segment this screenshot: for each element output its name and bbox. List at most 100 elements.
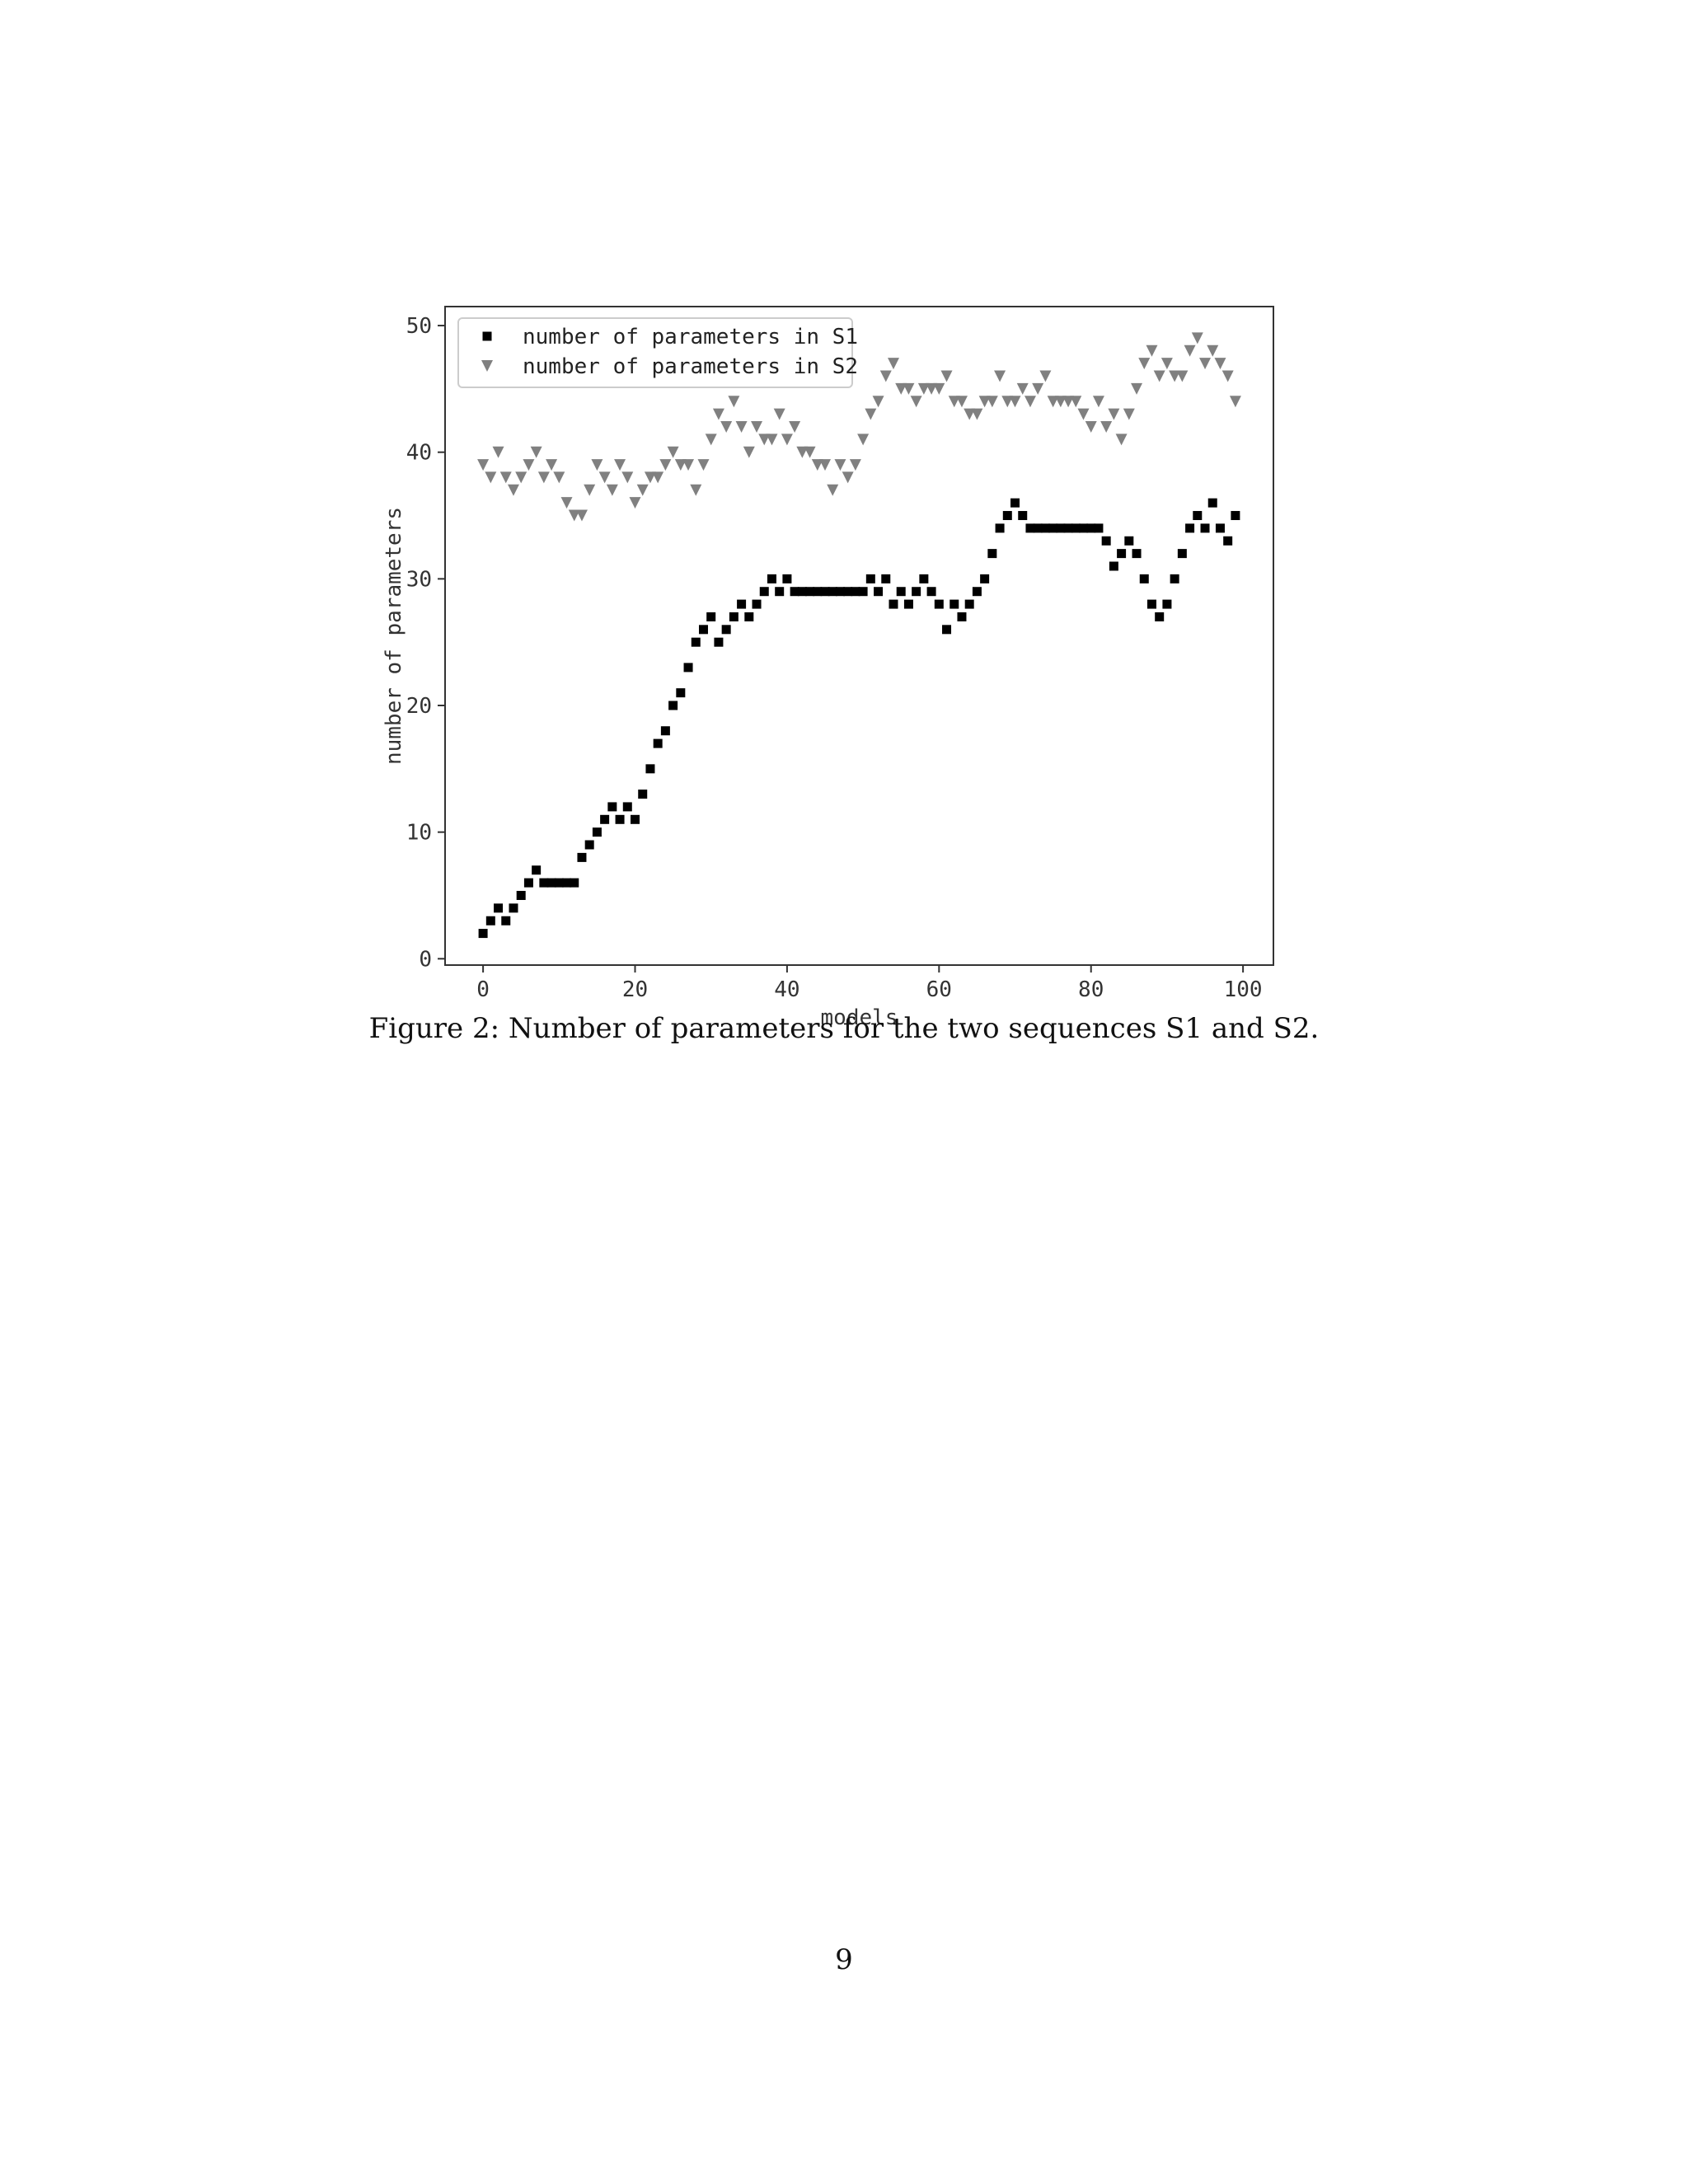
x-tick-label: 100	[1224, 977, 1263, 1002]
data-point-s1	[1033, 523, 1043, 533]
data-point-s2	[1016, 382, 1029, 395]
data-point-s1	[1132, 549, 1142, 559]
data-point-s1	[759, 587, 769, 597]
x-tick-label: 20	[622, 977, 648, 1002]
data-point-s2	[773, 408, 785, 420]
data-point-s1	[494, 903, 504, 913]
data-point-s2	[1062, 396, 1075, 408]
data-point-s2	[842, 471, 854, 484]
data-point-s1	[660, 726, 670, 736]
legend-marker-s1	[482, 331, 492, 341]
data-point-s2	[849, 459, 861, 471]
data-point-s2	[644, 471, 656, 484]
data-point-s1	[631, 814, 640, 824]
data-point-s2	[674, 459, 687, 471]
data-point-s2	[1032, 382, 1044, 395]
data-point-s1	[1231, 511, 1240, 521]
data-point-s2	[1153, 370, 1165, 382]
data-point-s1	[737, 599, 747, 609]
data-point-s2	[1085, 420, 1097, 433]
data-point-s2	[789, 420, 801, 433]
data-point-s1	[1071, 523, 1081, 533]
x-axis: 0 20 40 60 80 100	[476, 965, 1263, 1002]
legend: number of parameters in S1 number of para…	[457, 317, 858, 388]
data-point-s1	[721, 625, 731, 635]
data-point-s2	[560, 497, 573, 509]
data-point-s2	[994, 370, 1006, 382]
y-tick-label: 40	[406, 441, 432, 466]
data-point-s2	[1160, 358, 1173, 370]
data-point-s2	[659, 459, 672, 471]
data-point-s2	[720, 420, 733, 433]
data-point-s1	[942, 625, 952, 635]
data-point-s1	[1162, 599, 1172, 609]
data-point-s1	[554, 878, 564, 888]
data-point-s2	[1221, 370, 1234, 382]
y-tick-label: 30	[406, 567, 432, 592]
legend-box	[457, 317, 853, 388]
data-point-s1	[843, 587, 853, 597]
data-point-s2	[705, 434, 717, 446]
data-point-s2	[1229, 396, 1241, 408]
data-point-s2	[917, 382, 930, 395]
data-point-s1	[912, 587, 921, 597]
data-point-s1	[1056, 523, 1066, 533]
data-point-s1	[1078, 523, 1088, 533]
data-point-s2	[1092, 396, 1104, 408]
series-s2	[477, 332, 1241, 522]
data-point-s1	[813, 587, 823, 597]
data-point-s2	[1054, 396, 1067, 408]
data-point-s2	[1184, 344, 1196, 357]
x-tick-label: 40	[774, 977, 799, 1002]
data-point-s1	[622, 802, 632, 812]
data-point-s1	[972, 587, 982, 597]
data-point-s2	[621, 471, 634, 484]
data-point-s2	[1214, 358, 1226, 370]
data-point-s1	[828, 587, 837, 597]
data-point-s1	[1170, 574, 1179, 583]
data-point-s2	[1100, 420, 1113, 433]
data-point-s1	[584, 840, 594, 850]
data-point-s1	[851, 587, 860, 597]
x-tick-label: 60	[926, 977, 952, 1002]
data-point-s2	[598, 471, 611, 484]
data-point-s1	[957, 612, 967, 621]
data-point-s1	[782, 574, 792, 583]
data-point-s2	[591, 459, 603, 471]
data-point-s2	[606, 484, 618, 496]
data-point-s2	[872, 396, 884, 408]
data-point-s1	[980, 574, 990, 583]
data-point-s1	[934, 599, 944, 609]
data-point-s2	[614, 459, 626, 471]
data-point-s1	[835, 587, 845, 597]
data-point-s2	[1191, 332, 1203, 344]
data-point-s1	[668, 701, 678, 710]
data-point-s2	[636, 484, 649, 496]
y-axis-label: number of parameters	[382, 507, 406, 765]
data-point-s1	[775, 587, 785, 597]
data-point-s1	[1200, 523, 1210, 533]
data-point-s1	[570, 878, 579, 888]
data-point-s1	[615, 814, 625, 824]
data-point-s2	[986, 396, 998, 408]
page-number: 9	[835, 1943, 853, 1976]
data-point-s1	[858, 587, 868, 597]
data-point-s2	[477, 459, 490, 471]
data-point-s2	[964, 408, 976, 420]
data-point-s2	[743, 446, 755, 458]
data-point-s2	[955, 396, 968, 408]
data-point-s1	[1146, 599, 1156, 609]
data-point-s1	[1018, 511, 1028, 521]
data-point-s2	[926, 382, 938, 395]
data-point-s1	[1215, 523, 1225, 533]
figure-caption: Figure 2: Number of parameters for the t…	[368, 1012, 1320, 1045]
data-point-s2	[553, 471, 565, 484]
data-point-s1	[546, 878, 556, 888]
data-point-s2	[690, 484, 702, 496]
data-point-s1	[1040, 523, 1050, 533]
data-point-s1	[714, 637, 724, 647]
data-point-s1	[562, 878, 572, 888]
data-point-s2	[1108, 408, 1120, 420]
data-point-s1	[729, 612, 738, 621]
data-point-s2	[507, 484, 519, 496]
